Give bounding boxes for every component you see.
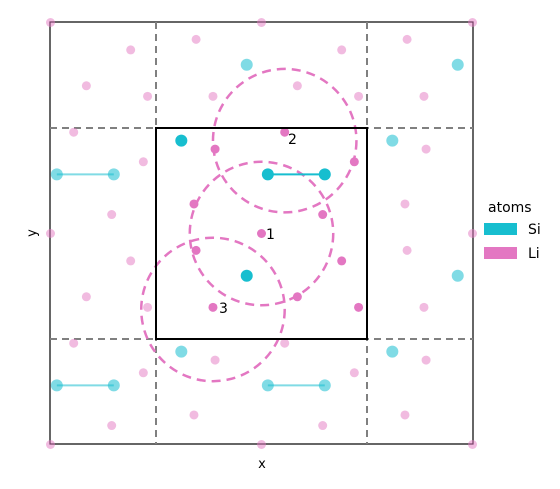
- li-atom-image: [126, 45, 136, 55]
- li-atom-image: [400, 410, 410, 420]
- marker-label-1: 1: [266, 227, 275, 243]
- si-atom-image: [451, 58, 464, 71]
- li-atom-image: [468, 440, 477, 449]
- legend: atoms Si Li: [484, 200, 541, 262]
- li-atom-image: [400, 199, 410, 209]
- si-atom-image: [175, 345, 188, 358]
- si-atom: [175, 134, 188, 147]
- li-atom-image: [126, 256, 136, 266]
- si-atom-image: [50, 379, 63, 392]
- li-atom-image: [280, 338, 290, 348]
- li-atom: [257, 229, 266, 238]
- marker-label-3: 3: [219, 301, 228, 317]
- si-atom: [318, 168, 331, 181]
- legend-swatch-si: [484, 223, 517, 235]
- li-atom-image: [191, 34, 201, 44]
- li-atom: [210, 144, 220, 154]
- li-atom: [208, 302, 218, 312]
- li-atom: [337, 256, 347, 266]
- si-atom-image: [386, 134, 399, 147]
- si-atom-image: [451, 269, 464, 282]
- li-atom-image: [143, 91, 153, 101]
- li-atom-image: [468, 18, 477, 27]
- cutoff-circles: [139, 67, 358, 383]
- legend-label-li: Li: [528, 246, 540, 262]
- cutoff-circle-2: [188, 160, 335, 307]
- si-atom-image: [107, 168, 120, 181]
- li-atom-image: [210, 355, 220, 365]
- li-atom-image: [46, 18, 55, 27]
- si-atom-image: [386, 345, 399, 358]
- li-atom-image: [189, 410, 199, 420]
- li-atom-image: [69, 127, 79, 137]
- si-atom: [261, 168, 274, 181]
- si-atom-image: [318, 379, 331, 392]
- li-atom: [189, 199, 199, 209]
- y-axis-label: y: [25, 229, 40, 237]
- li-atom-image: [81, 81, 91, 91]
- legend-label-si: Si: [528, 222, 541, 238]
- li-atom-image: [69, 338, 79, 348]
- li-atom-image: [46, 229, 55, 238]
- li-atom: [191, 245, 201, 255]
- li-atom-image: [468, 229, 477, 238]
- si-atom-image: [50, 168, 63, 181]
- li-atom-image: [421, 144, 431, 154]
- unit-cell-atoms: [175, 127, 364, 312]
- li-atom-image: [402, 245, 412, 255]
- li-atom-image: [318, 421, 328, 431]
- li-atom-image: [81, 292, 91, 302]
- si-atom: [240, 269, 253, 282]
- x-axis-label: x: [258, 457, 266, 472]
- li-atom-image: [419, 91, 429, 101]
- li-atom-image: [257, 18, 266, 27]
- li-atom-image: [349, 368, 359, 378]
- li-atom-image: [138, 157, 148, 167]
- li-atom-image: [402, 34, 412, 44]
- legend-title: atoms: [488, 200, 532, 216]
- cutoff-circle-3: [139, 236, 286, 383]
- li-atom: [318, 210, 328, 220]
- li-atom: [292, 292, 302, 302]
- li-atom: [349, 157, 359, 167]
- li-atom-image: [46, 440, 55, 449]
- legend-swatch-li: [484, 247, 517, 259]
- li-atom-image: [421, 355, 431, 365]
- li-atom: [354, 302, 364, 312]
- li-atom-image: [208, 91, 218, 101]
- si-atom-image: [107, 379, 120, 392]
- li-atom-image: [143, 302, 153, 312]
- cutoff-circle-1: [211, 67, 358, 214]
- li-atom-image: [419, 302, 429, 312]
- si-atom-image: [240, 58, 253, 71]
- li-atom-image: [337, 45, 347, 55]
- li-atom: [280, 127, 290, 137]
- periodic-image-atoms: [46, 18, 477, 449]
- li-atom-image: [138, 368, 148, 378]
- li-atom-image: [107, 421, 117, 431]
- li-atom-image: [107, 210, 117, 220]
- li-atom-image: [354, 91, 364, 101]
- marker-label-2: 2: [288, 132, 297, 148]
- unit-cell-border: [155, 127, 368, 340]
- si-atom-image: [261, 379, 274, 392]
- li-atom-image: [257, 440, 266, 449]
- li-atom-image: [292, 81, 302, 91]
